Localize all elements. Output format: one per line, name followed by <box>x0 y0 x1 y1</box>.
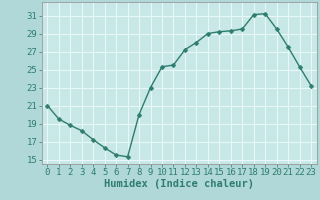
X-axis label: Humidex (Indice chaleur): Humidex (Indice chaleur) <box>104 179 254 189</box>
